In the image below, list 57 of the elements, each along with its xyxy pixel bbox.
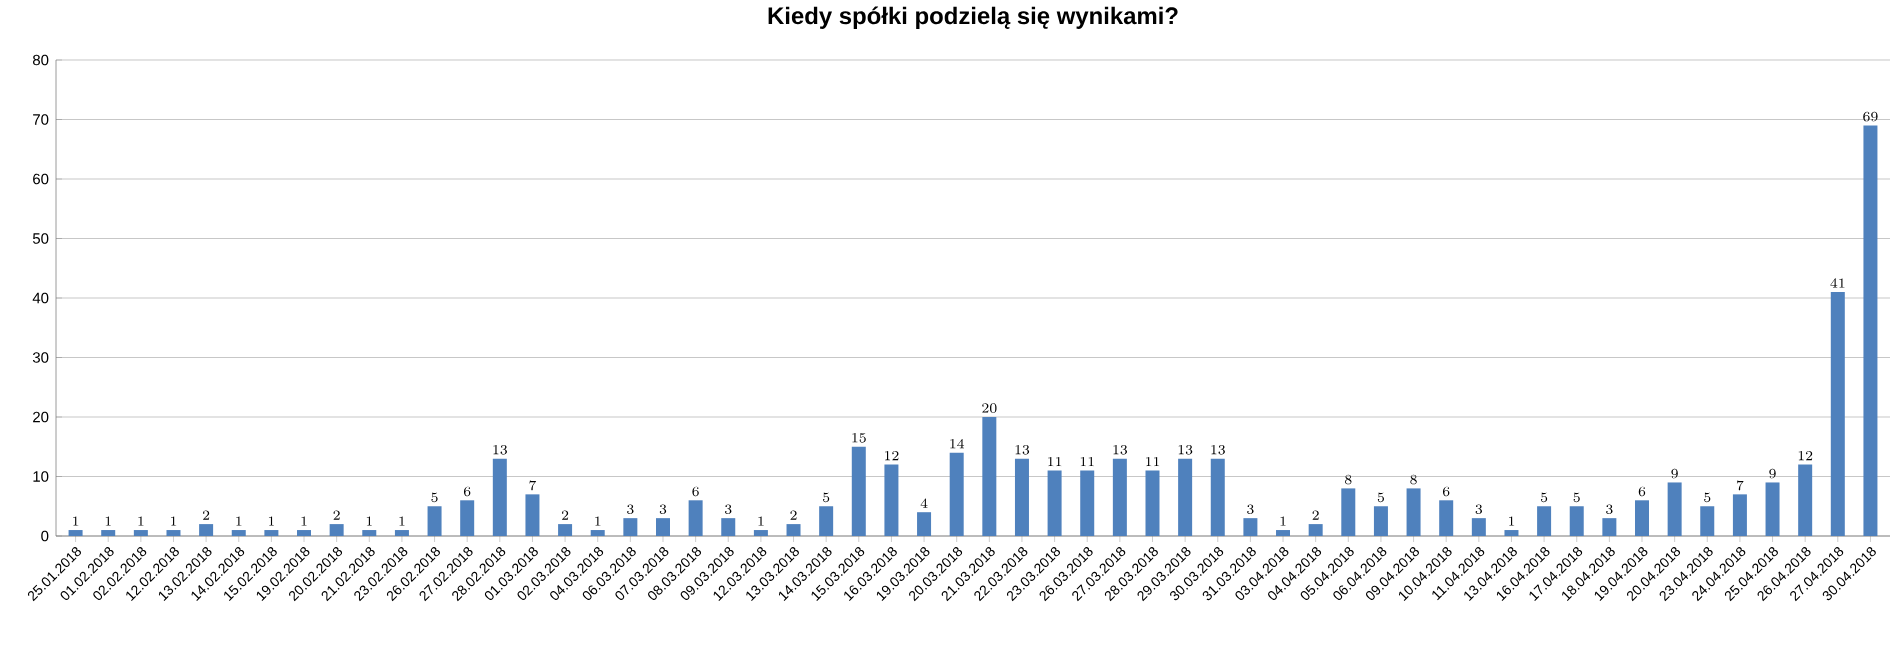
bar: [721, 518, 736, 536]
bar: [362, 530, 377, 536]
bar: [1373, 506, 1388, 536]
bar: [1210, 458, 1225, 536]
bar: [133, 530, 148, 536]
bar: [1504, 530, 1519, 536]
bar: [525, 494, 540, 536]
bar: [1439, 500, 1454, 536]
chart-title: Kiedy spółki podzielą się wynikami?: [768, 6, 1178, 30]
bar: [1178, 458, 1193, 536]
bar: [851, 446, 866, 536]
bar: [917, 512, 932, 536]
bar: [1341, 488, 1356, 536]
bar: [394, 530, 409, 536]
bar: [1308, 524, 1323, 536]
bar: [1569, 506, 1584, 536]
bar: [1732, 494, 1747, 536]
bar: [753, 530, 768, 536]
bar: [1243, 518, 1258, 536]
bar: [427, 506, 442, 536]
bar: [1798, 464, 1813, 536]
bar: [819, 506, 834, 536]
bar: [1602, 518, 1617, 536]
bar: [264, 530, 279, 536]
bar: [590, 530, 605, 536]
bar: [1700, 506, 1715, 536]
bar: [199, 524, 214, 536]
bar: [1863, 125, 1878, 536]
bar: [231, 530, 246, 536]
bar: [1014, 458, 1029, 536]
bar: [786, 524, 801, 536]
bar: [1047, 470, 1062, 536]
bar: [949, 452, 964, 536]
bar: [1537, 506, 1552, 536]
bar: [1667, 482, 1682, 536]
bar: [492, 458, 507, 536]
bar: [688, 500, 703, 536]
bar: [166, 530, 181, 536]
bar: [1765, 482, 1780, 536]
bar: [1145, 470, 1160, 536]
bar: [655, 518, 670, 536]
bar: [460, 500, 475, 536]
bar: [1276, 530, 1291, 536]
bar: [558, 524, 573, 536]
bar: [1635, 500, 1649, 536]
bar: [1406, 488, 1421, 536]
bar: [884, 464, 899, 536]
bar: [982, 417, 997, 536]
bar: [329, 524, 344, 536]
bar: [68, 530, 83, 536]
bar: [1080, 470, 1095, 536]
bar: [297, 530, 312, 536]
bar: [1830, 292, 1845, 536]
bar: [1471, 518, 1486, 536]
bar: [101, 530, 116, 536]
bar: [1112, 458, 1127, 536]
bar: [623, 518, 638, 536]
